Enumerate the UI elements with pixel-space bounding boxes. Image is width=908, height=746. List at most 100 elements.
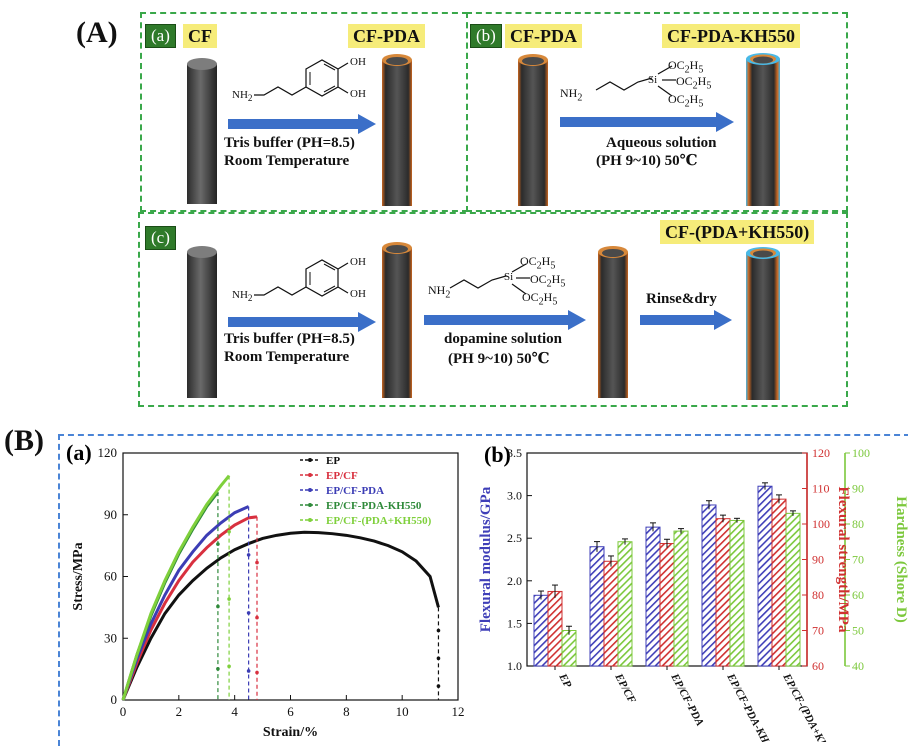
arrow-c1 [228,312,376,332]
y3-axis-label: Hardness (Shore D) [893,496,908,622]
dopamine-structure-c [254,259,349,297]
y2-tick-label: 100 [812,517,830,531]
break-marker-1 [255,615,259,620]
fiber-cf-pda-c [382,242,412,398]
subpanel-b-left-label: CF-PDA [505,24,582,48]
bar-2-0 [561,630,577,667]
amine-text-c: NH [232,289,248,301]
subpanel-b-right-label: CF-PDA-KH550 [662,24,800,48]
break-marker-3 [216,542,220,546]
subpanel-a-right-label: CF-PDA [348,24,425,48]
y1-tick-label: 1.0 [507,659,522,673]
ethoxy-1-h-b: H [689,58,699,72]
break-marker-2 [246,669,251,673]
condition-a-line2: Room Temperature [224,153,350,169]
subpanel-a-tag: (a) [145,24,176,48]
dopamine-oh-top-a: OH [350,56,366,68]
break-marker-4 [227,664,231,669]
fiber-cf-pda-a [382,54,412,206]
dopamine-amine-c: NH2 [232,289,252,303]
y1-tick-label: 3.0 [507,489,522,503]
ethoxy-1-h-c: H [541,254,551,268]
legend-label-3: EP/CF-PDA-KH550 [326,500,422,512]
y1-tick-label: 2.0 [507,574,522,588]
series-line-2 [121,505,250,701]
fiber-cf-pda-b [518,54,548,206]
amine-sub-c2: 2 [445,289,451,301]
bar-1-4 [771,498,787,667]
ethoxy-1-sub2-b: 5 [698,64,704,76]
ethoxy-2-h-c: H [551,272,561,286]
panel-a-label: (A) [76,16,118,49]
ethoxy-2-sub1-c: 2 [546,278,552,290]
fiber-intermediate-c [598,246,628,398]
category-label-2: EP/CF-PDA [668,671,706,728]
bar-0-3 [701,504,717,667]
amine-text-b: NH [560,86,578,100]
bar-2-3 [729,519,745,667]
ethoxy-2-text-b: OC [676,74,693,88]
x-tick-label-a: 8 [343,704,350,719]
y2-tick-label: 70 [812,624,824,638]
legend-marker-3 [308,503,312,507]
y-tick-label-a: 30 [104,630,117,645]
series-line-1 [121,515,258,701]
dopamine-amine-a: NH2 [232,89,252,103]
y3-tick-label: 40 [852,659,864,673]
kh550-ethoxy-3-c: OC2H5 [522,290,557,307]
break-marker-4 [227,529,231,534]
x-tick-label-a: 12 [452,704,465,719]
bar-0-2 [645,526,661,667]
y-tick-label-a: 0 [111,692,118,707]
amine-sub-c: 2 [247,293,253,304]
panel-b-frame [58,434,908,746]
ethoxy-2-sub2-b: 5 [706,80,712,92]
fiber-cf-pda-kh550-b [746,53,780,206]
legend-marker-1 [308,473,312,477]
ethoxy-1-text-b: OC [668,58,685,72]
condition-c2-line2: (PH 9~10) 50℃ [448,351,550,367]
ethoxy-3-sub1-c: 2 [538,296,544,308]
subplot-a-label: (a) [66,440,92,465]
ethoxy-2-sub2-c: 5 [560,278,566,290]
bar-2-4 [785,512,801,667]
x-tick-label-a: 10 [396,704,409,719]
y-tick-label-a: 90 [104,507,117,522]
subpanel-c-right-label: CF-(PDA+KH550) [660,220,815,244]
bar-1-2 [659,543,675,667]
x-tick-label-a: 6 [287,704,294,719]
subpanel-b-tag-text: b [481,26,491,45]
x-tick-label-a: 4 [231,704,238,719]
y1-tick-label: 3.5 [507,446,522,460]
ethoxy-2-h-b: H [697,74,707,88]
break-marker-2 [246,611,251,615]
y2-tick-label: 80 [812,588,824,602]
y-axis-label-a: Stress/MPa [71,542,86,610]
y3-tick-label: 70 [852,553,864,567]
kh550-si-b: Si [648,74,658,86]
ethoxy-1-sub2-c: 5 [550,260,556,272]
ethoxy-2-sub1-b: 2 [692,80,698,92]
series-line-0 [121,530,440,701]
legend-marker-0 [308,458,312,462]
legend-label-0: EP [326,455,340,467]
subplot-b-label: (b) [484,442,511,467]
y2-tick-label: 120 [812,446,830,460]
y3-tick-label: 90 [852,482,864,496]
fiber-cf-c [187,246,217,398]
y2-tick-label: 90 [812,553,824,567]
dopamine-oh-top-c: OH [350,256,366,268]
kh550-ethoxy-1-b: OC2H5 [668,58,703,75]
y3-tick-label: 60 [852,588,864,602]
category-label-0: EP [556,671,574,690]
y1-tick-label: 1.5 [507,616,522,630]
break-marker-3 [216,604,220,609]
break-marker-0 [436,656,441,661]
bar-0-0 [533,594,549,667]
bar-1-3 [715,518,731,667]
category-label-4: EP/CF-(PDA+KH550) [780,671,840,742]
panel-a-frame-c [138,212,848,407]
legend-label-2: EP/CF-PDA [326,485,384,497]
flexural-bar-chart: 1.0 1.5 2.0 2.5 3.0 3.5 60 70 80 90 100 110 120 40 50 6… [478,446,908,742]
ethoxy-3-sub2-b: 5 [698,98,704,110]
